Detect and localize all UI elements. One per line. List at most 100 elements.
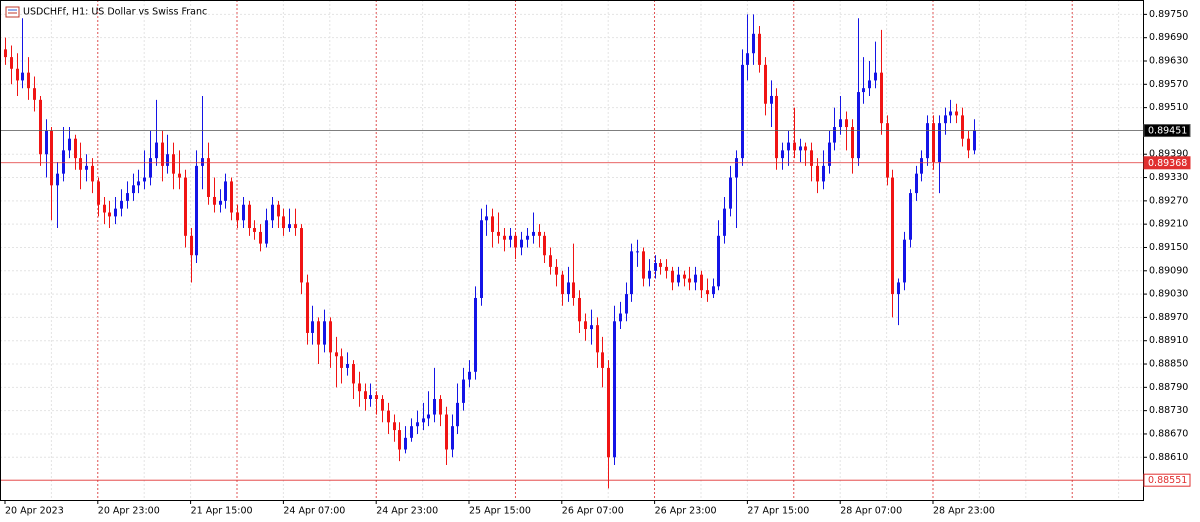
candle-body <box>462 379 465 403</box>
candle-body <box>770 95 773 104</box>
candle-body <box>741 64 744 159</box>
candle-body <box>700 274 703 291</box>
candle-body <box>857 92 860 159</box>
y-tick-label: 0.88730 <box>1149 405 1188 416</box>
candle-body <box>143 177 146 182</box>
candle-body <box>282 216 285 229</box>
candle-body <box>10 57 13 69</box>
grid <box>0 0 1143 500</box>
y-tick-label: 0.89690 <box>1149 32 1188 43</box>
candle-body <box>520 239 523 248</box>
candle-body <box>91 165 94 182</box>
y-tick-label: 0.89330 <box>1149 172 1188 183</box>
price-level-box <box>1143 156 1191 170</box>
candle-body <box>503 235 506 240</box>
candle-body <box>317 321 320 345</box>
y-tick-label: 0.89210 <box>1149 219 1188 230</box>
candle-body <box>387 410 390 423</box>
candle-body <box>271 204 274 221</box>
candle-body <box>781 150 784 159</box>
candle-body <box>746 53 749 65</box>
x-tick-label: 28 Apr 23:00 <box>933 506 995 517</box>
price-level-box <box>1143 473 1191 487</box>
candle-body <box>775 95 778 159</box>
candle-body <box>891 177 894 295</box>
candle-body <box>33 88 36 100</box>
candle-body <box>532 231 535 236</box>
candle-body <box>636 251 639 253</box>
candle-body <box>543 235 546 256</box>
candle-body <box>625 294 628 314</box>
x-tick-label: 26 Apr 23:00 <box>655 506 717 517</box>
x-tick-label: 24 Apr 23:00 <box>376 506 438 517</box>
candle-body <box>265 220 268 244</box>
candle-body <box>717 235 720 287</box>
candle-body <box>306 282 309 333</box>
candle-body <box>236 212 239 221</box>
y-tick-label: 0.89630 <box>1149 55 1188 66</box>
candle-body <box>729 177 732 209</box>
candle-body <box>648 270 651 279</box>
candle-body <box>619 313 622 322</box>
candle-body <box>195 165 198 256</box>
candle-body <box>149 158 152 178</box>
candle-body <box>427 414 430 419</box>
candle-body <box>596 325 599 353</box>
candles <box>4 14 976 489</box>
y-tick-label: 0.88850 <box>1149 359 1188 370</box>
candle-body <box>439 398 442 415</box>
y-tick-label: 0.89750 <box>1149 9 1188 20</box>
candle-body <box>369 395 372 399</box>
candle-body <box>172 154 175 174</box>
candle-body <box>497 231 500 236</box>
candle-body <box>642 251 645 279</box>
y-tick-label: 0.89030 <box>1149 289 1188 300</box>
candle-body <box>288 224 291 229</box>
x-tick-label: 21 Apr 15:00 <box>191 506 253 517</box>
x-tick-label: 27 Apr 15:00 <box>747 506 809 517</box>
candle-body <box>21 72 24 81</box>
candle-body <box>683 274 686 279</box>
candle-body <box>590 325 593 330</box>
candle-body <box>445 414 448 450</box>
candle-body <box>300 228 303 283</box>
candle-body <box>207 158 210 197</box>
candle-body <box>828 142 831 166</box>
candle-body <box>364 391 367 399</box>
candle-body <box>601 352 604 368</box>
candle-body <box>578 297 581 322</box>
candle-body <box>480 220 483 298</box>
candle-body <box>688 278 691 283</box>
candle-body <box>451 426 454 450</box>
x-tick-label: 20 Apr 23:00 <box>98 506 160 517</box>
candle-body <box>456 402 459 427</box>
candle-body <box>201 158 204 166</box>
candle-body <box>804 146 807 151</box>
candle-body <box>712 286 715 295</box>
candle-body <box>114 208 117 217</box>
candle-body <box>224 181 227 201</box>
candle-body <box>897 282 900 295</box>
candle-body <box>514 235 517 248</box>
y-tick-label: 0.88970 <box>1149 312 1188 323</box>
candle-body <box>56 173 59 186</box>
icon-frame <box>5 6 20 18</box>
candle-body <box>190 235 193 256</box>
candle-body <box>352 364 355 384</box>
candle-body <box>909 193 912 240</box>
candle-body <box>735 158 738 178</box>
candle-body <box>393 422 396 431</box>
candle-body <box>868 80 871 89</box>
candle-body <box>329 321 332 353</box>
candle-body <box>810 150 813 166</box>
candle-body <box>764 64 767 104</box>
candle-body <box>213 196 216 205</box>
candle-body <box>375 395 378 399</box>
candle-body <box>862 88 865 93</box>
candle-body <box>132 185 135 194</box>
y-tick-label: 0.89510 <box>1149 102 1188 113</box>
x-tick-label: 28 Apr 07:00 <box>840 506 902 517</box>
candle-body <box>248 204 251 229</box>
